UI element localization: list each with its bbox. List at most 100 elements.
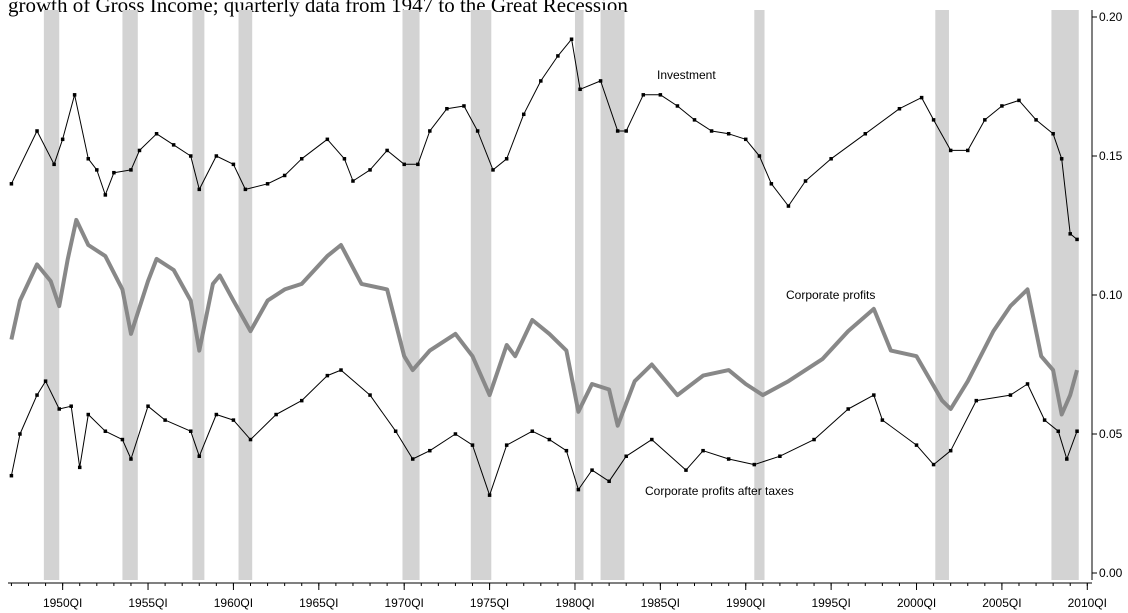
- data-point: [428, 129, 432, 133]
- data-point: [103, 193, 108, 197]
- data-point: [86, 157, 91, 161]
- data-point: [615, 129, 620, 133]
- recession-band: [238, 10, 253, 580]
- data-point: [491, 168, 495, 172]
- data-point: [475, 129, 480, 133]
- data-point: [607, 479, 611, 484]
- data-point: [231, 162, 236, 167]
- data-point: [1000, 104, 1004, 108]
- data-point: [35, 393, 39, 397]
- data-point: [393, 429, 398, 433]
- series-line: [10, 369, 1078, 496]
- data-point: [342, 157, 347, 161]
- data-point: [757, 154, 762, 158]
- y-tick-label: 0.00: [1099, 566, 1123, 580]
- data-point: [339, 368, 343, 372]
- data-point: [966, 148, 970, 153]
- data-point: [569, 37, 574, 41]
- data-point: [214, 154, 219, 158]
- data-point: [1017, 98, 1021, 103]
- data-point: [530, 429, 535, 433]
- data-point: [188, 154, 193, 158]
- data-point: [1025, 382, 1030, 386]
- data-point: [72, 93, 77, 97]
- data-point: [231, 418, 236, 422]
- data-point: [786, 204, 791, 208]
- data-point: [521, 112, 526, 117]
- data-point: [863, 132, 868, 136]
- x-tick-label: 2010QI: [1068, 596, 1107, 610]
- x-tick-label: 1980QI: [555, 596, 594, 610]
- data-point: [9, 473, 14, 478]
- data-point: [470, 443, 475, 447]
- data-point: [77, 465, 82, 470]
- annotation: Investment: [657, 68, 716, 82]
- data-point: [351, 179, 355, 183]
- data-point: [1059, 157, 1064, 161]
- data-point: [274, 412, 278, 417]
- recession-band: [935, 10, 949, 580]
- recession-band: [1051, 10, 1079, 580]
- data-point: [154, 132, 159, 136]
- data-point: [146, 404, 150, 408]
- data-point: [931, 462, 936, 467]
- data-point: [325, 373, 330, 378]
- recession-band: [192, 10, 205, 580]
- data-point: [248, 437, 253, 442]
- data-point: [726, 132, 731, 136]
- data-point: [803, 179, 808, 183]
- data-point: [504, 443, 509, 447]
- data-point: [752, 462, 757, 467]
- data-point: [214, 412, 219, 417]
- data-point: [188, 429, 193, 433]
- data-point: [103, 429, 108, 433]
- data-point: [410, 457, 415, 461]
- data-point: [578, 87, 582, 92]
- y-tick-label: 0.20: [1099, 10, 1123, 24]
- recession-band: [122, 10, 138, 580]
- data-point: [539, 79, 543, 83]
- data-point: [504, 157, 509, 161]
- data-point: [243, 187, 248, 192]
- data-point: [1075, 237, 1079, 242]
- data-point: [576, 487, 581, 492]
- x-tick-label: 1950QI: [43, 596, 82, 610]
- data-point: [846, 407, 850, 411]
- data-point: [547, 437, 552, 442]
- series-line: [10, 38, 1078, 240]
- data-point: [675, 104, 680, 108]
- annotation: Corporate profits after taxes: [645, 484, 794, 498]
- data-point: [453, 432, 458, 436]
- data-point: [650, 437, 654, 442]
- data-point: [95, 168, 99, 172]
- data-point: [197, 454, 202, 458]
- data-point: [43, 379, 48, 383]
- data-point: [129, 457, 133, 461]
- x-tick-label: 1985QI: [641, 596, 680, 610]
- data-point: [299, 157, 304, 161]
- data-point: [86, 412, 91, 417]
- data-point: [1051, 132, 1055, 136]
- x-tick-label: 1955QI: [128, 596, 167, 610]
- recession-band: [574, 10, 584, 580]
- x-tick-label: 1965QI: [299, 596, 338, 610]
- data-point: [52, 162, 56, 167]
- data-point: [919, 95, 924, 100]
- data-point: [624, 454, 628, 458]
- data-point: [60, 137, 65, 142]
- data-point: [658, 93, 663, 97]
- y-tick-label: 0.10: [1099, 288, 1123, 302]
- x-tick-label: 1970QI: [385, 596, 424, 610]
- y-tick-label: 0.05: [1099, 427, 1123, 441]
- data-point: [556, 54, 560, 58]
- data-point: [402, 162, 406, 167]
- x-tick-label: 1975QI: [470, 596, 509, 610]
- data-point: [1068, 232, 1072, 236]
- data-point: [743, 137, 748, 142]
- data-point: [368, 393, 372, 397]
- x-tick-label: 2005QI: [982, 596, 1021, 610]
- annotation: Corporate profits: [786, 288, 875, 302]
- data-point: [624, 129, 628, 133]
- data-point: [416, 162, 420, 167]
